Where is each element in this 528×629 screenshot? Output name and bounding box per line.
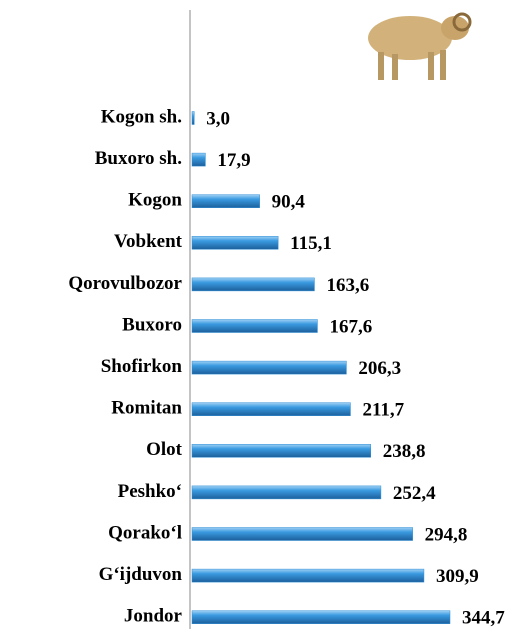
- category-label: Buxoro: [122, 314, 182, 335]
- bar: [192, 112, 194, 125]
- category-label: Vobkent: [114, 231, 183, 252]
- value-label: 294,8: [425, 524, 468, 545]
- value-label: 309,9: [436, 566, 479, 587]
- sheep-illustration: [368, 14, 470, 80]
- bar: [192, 403, 350, 416]
- bar: [192, 486, 381, 499]
- bar: [192, 195, 260, 208]
- value-label: 3,0: [206, 108, 230, 129]
- bar: [192, 444, 371, 457]
- bar: [192, 611, 450, 624]
- category-label: Shofirkon: [101, 356, 183, 377]
- bar: [192, 361, 346, 374]
- category-label: Kogon: [128, 190, 182, 211]
- value-label: 206,3: [358, 358, 401, 379]
- value-label: 163,6: [326, 275, 369, 296]
- category-label: G‘ijduvon: [99, 564, 183, 585]
- category-label: Romitan: [111, 398, 182, 419]
- bar: [192, 278, 314, 291]
- value-label: 17,9: [217, 150, 250, 171]
- chart: Kogon sh. 3,0 Buxoro sh. 17,9 Kogon 90,4 Vobke…: [0, 0, 528, 629]
- category-label: Peshko‘: [118, 481, 182, 502]
- bar: [192, 153, 205, 166]
- value-label: 90,4: [272, 192, 306, 213]
- category-label: Qorovulbozor: [68, 273, 182, 294]
- category-label: Jondor: [124, 606, 183, 627]
- value-label: 167,6: [329, 316, 372, 337]
- bar: [192, 569, 424, 582]
- value-label: 344,7: [462, 608, 505, 629]
- value-label: 238,8: [383, 441, 426, 462]
- category-label: Buxoro sh.: [95, 148, 182, 169]
- value-label: 211,7: [362, 400, 404, 421]
- value-label: 252,4: [393, 483, 436, 504]
- category-label: Qorako‘l: [108, 522, 182, 543]
- value-label: 115,1: [290, 233, 332, 254]
- bar: [192, 528, 413, 541]
- category-label: Olot: [146, 439, 183, 460]
- bar: [192, 236, 278, 249]
- bar: [192, 320, 317, 333]
- category-label: Kogon sh.: [101, 106, 182, 127]
